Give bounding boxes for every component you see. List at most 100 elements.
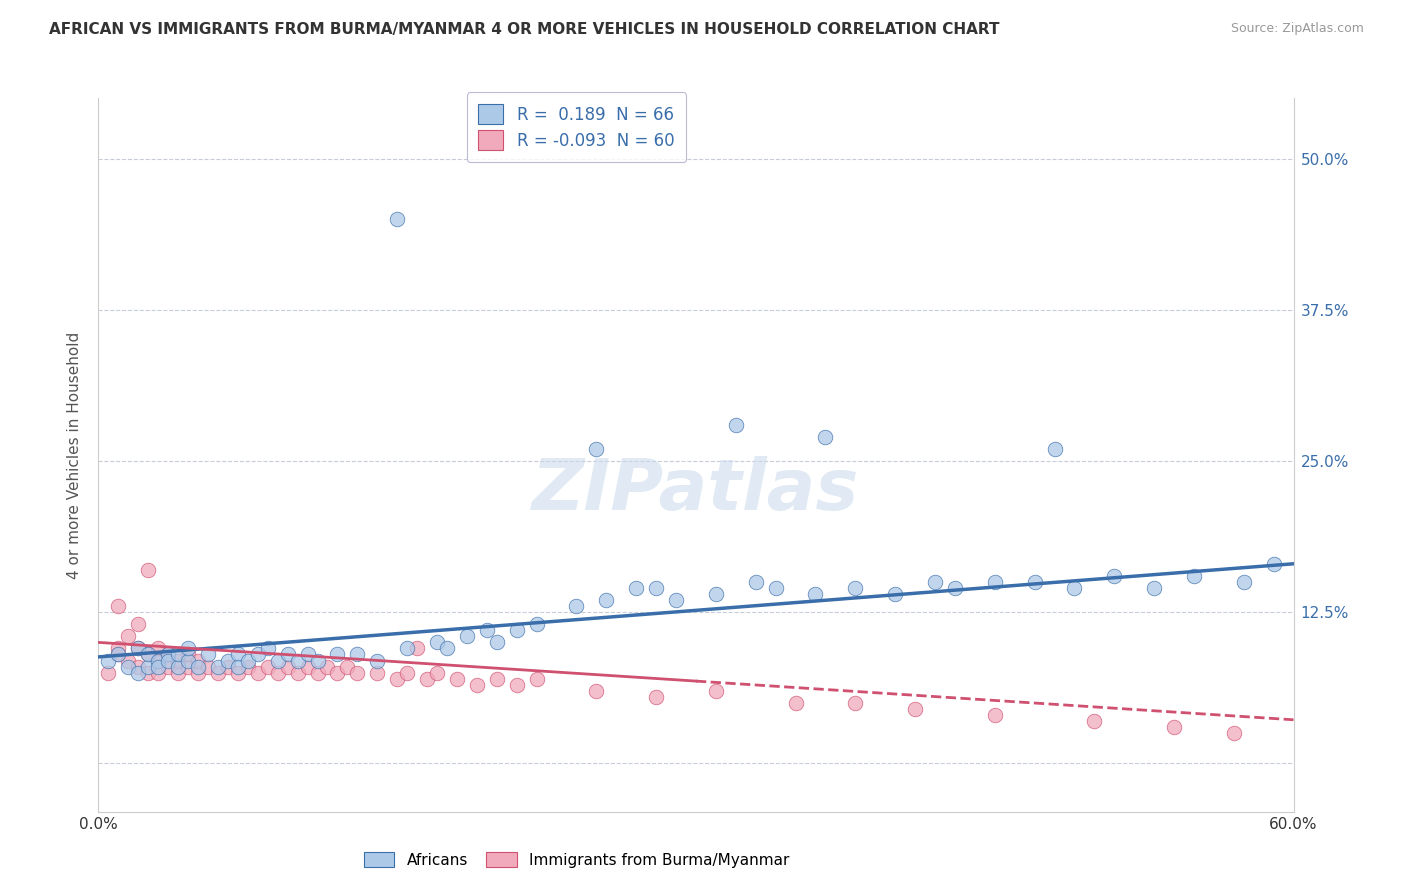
Point (645, 690, 668, 704)
Point (97, 665, 120, 680)
Point (226, 648, 249, 662)
Point (236, 659, 259, 673)
Y-axis label: 4 or more Vehicles in Household: 4 or more Vehicles in Household (67, 331, 83, 579)
Point (943, 581, 966, 595)
Point (1163, 720, 1185, 734)
Point (127, 665, 149, 680)
Point (277, 648, 299, 662)
Text: Source: ZipAtlas.com: Source: ZipAtlas.com (1230, 22, 1364, 36)
Point (187, 659, 209, 673)
Point (1063, 581, 1085, 595)
Point (565, 599, 588, 613)
Point (226, 659, 249, 673)
Point (307, 654, 329, 668)
Point (197, 648, 219, 662)
Point (366, 654, 388, 668)
Point (595, 593, 617, 607)
Point (177, 648, 200, 662)
Point (117, 629, 139, 643)
Point (297, 659, 319, 673)
Point (217, 654, 239, 668)
Point (148, 654, 170, 668)
Point (136, 665, 159, 680)
Point (765, 581, 787, 595)
Point (307, 665, 329, 680)
Point (226, 665, 249, 680)
Point (724, 417, 747, 432)
Point (1024, 574, 1046, 589)
Point (246, 648, 269, 662)
Point (526, 617, 548, 632)
Point (904, 702, 927, 716)
Point (167, 648, 190, 662)
Point (326, 648, 349, 662)
Point (436, 641, 458, 656)
Point (426, 635, 449, 649)
Point (167, 659, 190, 673)
Point (745, 574, 768, 589)
Point (136, 659, 159, 673)
Point (187, 654, 209, 668)
Point (167, 654, 190, 668)
Point (465, 678, 488, 692)
Point (127, 617, 149, 632)
Point (626, 581, 648, 595)
Point (485, 672, 508, 686)
Point (148, 665, 170, 680)
Point (645, 581, 668, 595)
Point (107, 648, 129, 662)
Point (157, 648, 180, 662)
Point (157, 654, 180, 668)
Point (117, 659, 139, 673)
Point (97, 654, 120, 668)
Point (814, 430, 837, 444)
Point (844, 696, 866, 710)
Point (844, 581, 866, 595)
Point (148, 641, 170, 656)
Point (984, 574, 1007, 589)
Point (136, 563, 159, 577)
Point (236, 654, 259, 668)
Point (297, 648, 319, 662)
Point (585, 442, 607, 456)
Point (157, 659, 180, 673)
Point (506, 678, 529, 692)
Point (385, 672, 409, 686)
Point (167, 665, 190, 680)
Point (346, 665, 368, 680)
Point (207, 665, 229, 680)
Point (148, 654, 170, 668)
Point (984, 708, 1007, 723)
Point (256, 641, 278, 656)
Point (506, 624, 529, 638)
Point (127, 641, 149, 656)
Point (456, 629, 478, 643)
Point (416, 672, 439, 686)
Point (187, 665, 209, 680)
Point (385, 212, 409, 227)
Point (346, 648, 368, 662)
Point (884, 587, 907, 601)
Point (1143, 581, 1166, 595)
Point (526, 672, 548, 686)
Text: ZIPatlas: ZIPatlas (533, 456, 859, 525)
Point (924, 574, 946, 589)
Point (136, 648, 159, 662)
Point (475, 624, 498, 638)
Point (396, 641, 419, 656)
Point (256, 659, 278, 673)
Point (326, 665, 349, 680)
Point (485, 635, 508, 649)
Point (117, 654, 139, 668)
Point (366, 665, 388, 680)
Point (107, 641, 129, 656)
Point (585, 683, 607, 698)
Point (446, 672, 468, 686)
Point (406, 641, 429, 656)
Point (287, 665, 309, 680)
Point (177, 654, 200, 668)
Point (136, 648, 159, 662)
Point (148, 659, 170, 673)
Point (207, 659, 229, 673)
Point (1182, 569, 1205, 583)
